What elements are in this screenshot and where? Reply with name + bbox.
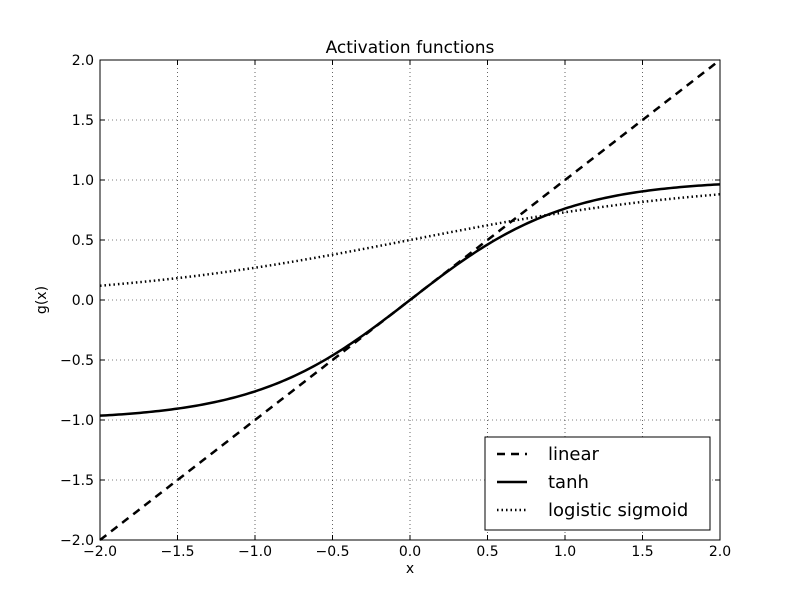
legend-label-tanh: tanh bbox=[548, 472, 589, 493]
ticks bbox=[99, 59, 721, 541]
y-tick-label: 2.0 bbox=[72, 53, 94, 69]
legend: linear tanh logistic sigmoid bbox=[484, 436, 711, 531]
tick-labels: −2.0 −1.5 −1.0 −0.5 0.0 0.5 1.0 1.5 2.0 −2.0 −1.5 −… bbox=[60, 53, 731, 560]
y-tick-label: −1.0 bbox=[60, 413, 94, 429]
series-line-tanh bbox=[99, 183, 721, 417]
y-tick-label: −2.0 bbox=[60, 533, 94, 549]
x-tick-label: −0.5 bbox=[316, 544, 350, 560]
x-tick-label: 0.0 bbox=[399, 544, 421, 560]
y-tick-label: 1.5 bbox=[72, 113, 94, 129]
x-tick-label: 2.0 bbox=[709, 544, 731, 560]
legend-label-logistic-sigmoid: logistic sigmoid bbox=[548, 500, 688, 521]
y-tick-label: 1.0 bbox=[72, 173, 94, 189]
x-tick-label: −2.0 bbox=[83, 544, 117, 560]
series-line-logistic-sigmoid bbox=[99, 193, 721, 287]
series-layer bbox=[99, 59, 721, 541]
y-axis-label: g(x) bbox=[34, 286, 50, 314]
x-tick-label: 1.5 bbox=[631, 544, 653, 560]
y-tick-label: −1.5 bbox=[60, 473, 94, 489]
x-tick-label: 0.5 bbox=[476, 544, 498, 560]
chart-title: Activation functions bbox=[326, 38, 495, 58]
y-tick-label: 0.0 bbox=[72, 293, 94, 309]
legend-items: linear tanh logistic sigmoid bbox=[497, 444, 688, 521]
legend-label-linear: linear bbox=[548, 444, 600, 465]
legend-box bbox=[484, 436, 711, 531]
y-tick-label: 0.5 bbox=[72, 233, 94, 249]
x-tick-label: −1.0 bbox=[238, 544, 272, 560]
y-tick-label: −0.5 bbox=[60, 353, 94, 369]
x-tick-label: −1.5 bbox=[161, 544, 195, 560]
x-axis-label: x bbox=[406, 561, 414, 577]
x-tick-label: 1.0 bbox=[554, 544, 576, 560]
